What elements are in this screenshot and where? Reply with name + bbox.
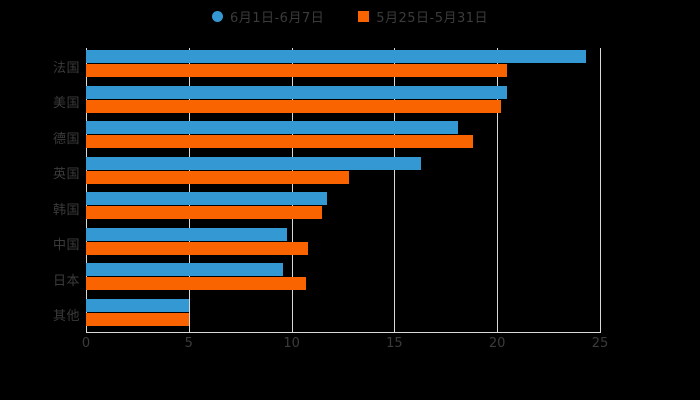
y-axis-category-labels: 法国美国德国英国韩国中国日本其他 bbox=[0, 48, 80, 332]
bar[interactable] bbox=[86, 170, 350, 184]
bar[interactable] bbox=[86, 156, 422, 170]
legend-circle-marker-icon bbox=[211, 10, 223, 22]
bar[interactable] bbox=[86, 85, 508, 99]
x-axis-tick-label: 5 bbox=[184, 336, 193, 351]
gridline-15 bbox=[394, 48, 396, 332]
bar[interactable] bbox=[86, 99, 502, 113]
y-axis-label: 美国 bbox=[52, 96, 80, 112]
legend-item-series-1[interactable]: 5月25日-5月31日 bbox=[358, 7, 488, 26]
bar[interactable] bbox=[86, 192, 327, 205]
plot-area bbox=[86, 48, 601, 332]
legend-label-series-0: 6月1日-6月7日 bbox=[229, 10, 325, 26]
bar[interactable] bbox=[86, 227, 288, 241]
gridline-5 bbox=[188, 48, 190, 332]
bar-group bbox=[86, 84, 600, 120]
legend-item-series-0[interactable]: 6月1日-6月7日 bbox=[211, 7, 325, 26]
y-axis-label: 其他 bbox=[52, 309, 80, 325]
bar[interactable] bbox=[86, 64, 508, 77]
bar-group bbox=[86, 190, 600, 226]
legend-square-marker-icon bbox=[358, 10, 370, 22]
y-axis-label: 英国 bbox=[52, 167, 80, 183]
y-axis-label: 韩国 bbox=[52, 202, 80, 218]
y-axis-label: 法国 bbox=[52, 60, 80, 76]
bar-group bbox=[86, 297, 600, 333]
bar[interactable] bbox=[86, 135, 473, 148]
x-axis-tick-label: 10 bbox=[283, 336, 300, 351]
legend-label-series-1: 5月25日-5月31日 bbox=[376, 10, 489, 26]
bar-group bbox=[86, 48, 600, 84]
x-axis-tick-label: 0 bbox=[81, 336, 91, 351]
bar[interactable] bbox=[86, 121, 459, 134]
bar-group bbox=[86, 155, 600, 191]
x-axis-tick-labels: 0 5 10 15 20 25 bbox=[0, 336, 700, 356]
bar[interactable] bbox=[86, 241, 309, 255]
gridline-0 bbox=[86, 48, 87, 332]
gridline-10 bbox=[291, 48, 293, 332]
bar[interactable] bbox=[86, 206, 323, 219]
bar-group bbox=[86, 226, 600, 262]
gridline-20 bbox=[497, 48, 499, 332]
x-axis-line bbox=[86, 332, 601, 333]
gridline-25 bbox=[600, 48, 601, 332]
gridlines bbox=[86, 48, 601, 332]
bar[interactable] bbox=[86, 312, 189, 326]
bar[interactable] bbox=[86, 263, 284, 276]
y-axis-label: 日本 bbox=[52, 273, 80, 289]
bars bbox=[86, 48, 600, 332]
bar[interactable] bbox=[86, 277, 306, 290]
y-axis-label: 中国 bbox=[52, 238, 80, 254]
bar-group bbox=[86, 119, 600, 155]
x-axis-tick-label: 25 bbox=[591, 336, 609, 351]
bar[interactable] bbox=[86, 50, 586, 63]
x-axis-tick-label: 20 bbox=[488, 336, 506, 351]
x-axis-tick-label: 15 bbox=[386, 336, 403, 351]
bar[interactable] bbox=[86, 298, 189, 312]
chart-legend: 6月1日-6月7日 5月25日-5月31日 bbox=[0, 4, 700, 28]
bar-group bbox=[86, 261, 600, 297]
y-axis-label: 德国 bbox=[52, 131, 80, 147]
